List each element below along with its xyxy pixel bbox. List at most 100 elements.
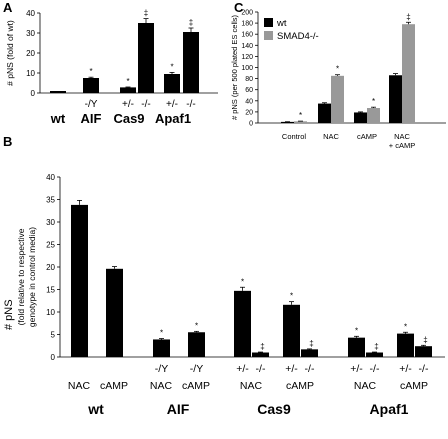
panel-b-letter: B [3,134,12,149]
panel-c-category-label: NAC [323,132,339,141]
panel-b-y-tick-label: 25 [46,241,55,250]
panel-b-bar [301,349,318,357]
panel-a-bar [50,91,66,93]
panel-c-legend-label: wt [276,18,287,29]
panel-b-group-label: AIF [167,401,190,417]
panel-b-genotype-label: +/- [399,363,412,375]
panel-b-y-tick-label: 5 [51,331,56,340]
panel-c-legend-swatch [264,31,273,40]
panel-c-bar [402,24,415,123]
panel-b-significance-mark: * [195,321,198,330]
panel-c-category-label: cAMP [357,132,377,141]
panel-a-bar [183,32,199,93]
panel-a-bar [120,87,136,93]
panel-b-significance-mark: * [241,277,244,286]
panel-b-y-tick-label: 35 [46,196,55,205]
panel-b-significance-mark: * [160,329,163,338]
panel-c-y-tick-label: 100 [241,65,253,72]
panel-c-significance-mark: * [372,97,375,106]
panel-b-genotype-label: -/- [256,363,266,375]
panel-a-group-label: wt [50,111,66,126]
panel-c-bar [367,108,380,123]
panel-b-treatment-label: cAMP [100,380,128,392]
panel-b-genotype-label: -/- [419,363,429,375]
panel-b-bar [234,290,251,357]
panel-c-category-label: + cAMP [389,141,415,150]
panel-c-category-label: Control [282,132,307,141]
panel-b-bar [252,352,269,357]
panel-c-bar [281,121,294,123]
panel-b-genotype-label: +/- [236,363,249,375]
panel-b-genotype-label: -/Y [190,363,203,375]
panel-b-genotype-label: -/- [305,363,315,375]
panel-a-genotype-label: -/- [186,99,195,110]
panel-b-genotype-label: -/- [370,363,380,375]
panel-b-y-tick-label: 0 [51,353,56,362]
panel-c-y-tick-label: 60 [245,87,253,94]
panel-b-genotype-label: -/Y [155,363,168,375]
panel-b-y-tick-label: 15 [46,286,55,295]
panel-b-treatment-label: cAMP [286,380,314,392]
panel-a-significance-mark: * [170,62,173,71]
panel-c-y-tick-label: 20 [245,109,253,116]
panel-b-y-axis-label-line3: genotype in control media) [27,227,37,327]
panel-b-bar [188,332,205,357]
panel-a-y-tick-label: 20 [26,49,35,58]
panel-c-bar [331,75,344,123]
panel-c-y-tick-label: 0 [249,121,253,128]
panel-b-y-tick-label: 30 [46,218,55,227]
panel-c-y-tick-label: 80 [245,76,253,83]
panel-b-significance-mark: ‡ [260,342,264,351]
panel-b-group-label: wt [87,401,104,417]
panel-c-significance-mark: ‡ [406,12,410,21]
panel-c-y-tick-label: 180 [241,21,253,28]
panel-a-y-axis-label: # pNS (fold of wt) [5,20,15,86]
panel-a-y-tick-label: 30 [26,29,35,38]
panel-c-significance-mark: * [299,111,302,120]
panel-b-bar [106,268,123,357]
panel-b-genotype-label: +/- [285,363,298,375]
panel-c-y-tick-label: 200 [241,10,253,17]
panel-c-y-tick-label: 120 [241,54,253,61]
panel-c-significance-mark: * [336,65,339,74]
panel-a-bar [83,78,99,93]
panel-b-y-tick-label: 20 [46,263,55,272]
panel-b-y-tick-label: 10 [46,308,55,317]
panel-b-significance-mark: * [404,322,407,331]
panel-b-y-axis-label-line2: (fold relative to respective [16,228,26,325]
panel-c-y-tick-label: 40 [245,98,253,105]
panel-c-bar [389,75,402,123]
panel-b-treatment-label: NAC [68,380,91,392]
panel-b-significance-mark: * [355,326,358,335]
panel-a-genotype-label: -/- [141,99,150,110]
panel-b-treatment-label: cAMP [400,380,428,392]
panel-a-group-label: AIF [81,111,102,126]
panel-a-genotype-label: -/Y [85,99,98,110]
panel-a-significance-mark: ‡ [144,9,148,18]
panel-b-genotype-label: +/- [350,363,363,375]
panel-b-bar [153,339,170,357]
panel-b-bar [71,204,88,357]
panel-a-significance-mark: * [89,67,92,76]
panel-b-treatment-label: cAMP [182,380,210,392]
panel-a-bar [138,23,154,93]
panel-a-y-tick-label: 0 [31,89,36,98]
panel-b-significance-mark: ‡ [309,339,313,348]
panel-c-legend-label: SMAD4-/- [277,31,319,42]
panel-b-bar [397,333,414,357]
panel-b-y-tick-label: 40 [46,173,55,182]
panel-a-genotype-label: +/- [166,99,178,110]
panel-a-letter: A [3,0,13,15]
panel-c-bar [294,121,307,123]
panel-c-legend-swatch [264,18,273,27]
panel-b-bar [366,352,383,357]
panel-b-significance-mark: ‡ [374,342,378,351]
panel-b-treatment-label: NAC [240,380,263,392]
panel-a-group-label: Cas9 [113,111,144,126]
panel-a-y-tick-label: 40 [26,9,35,18]
panel-c-y-axis-label: # pNS (per 500 plated ES cells) [230,14,239,120]
panel-a-group-label: Apaf1 [155,111,191,126]
panel-b-y-axis-label-main: # pNS [3,299,15,330]
panel-c-y-tick-label: 160 [241,32,253,39]
